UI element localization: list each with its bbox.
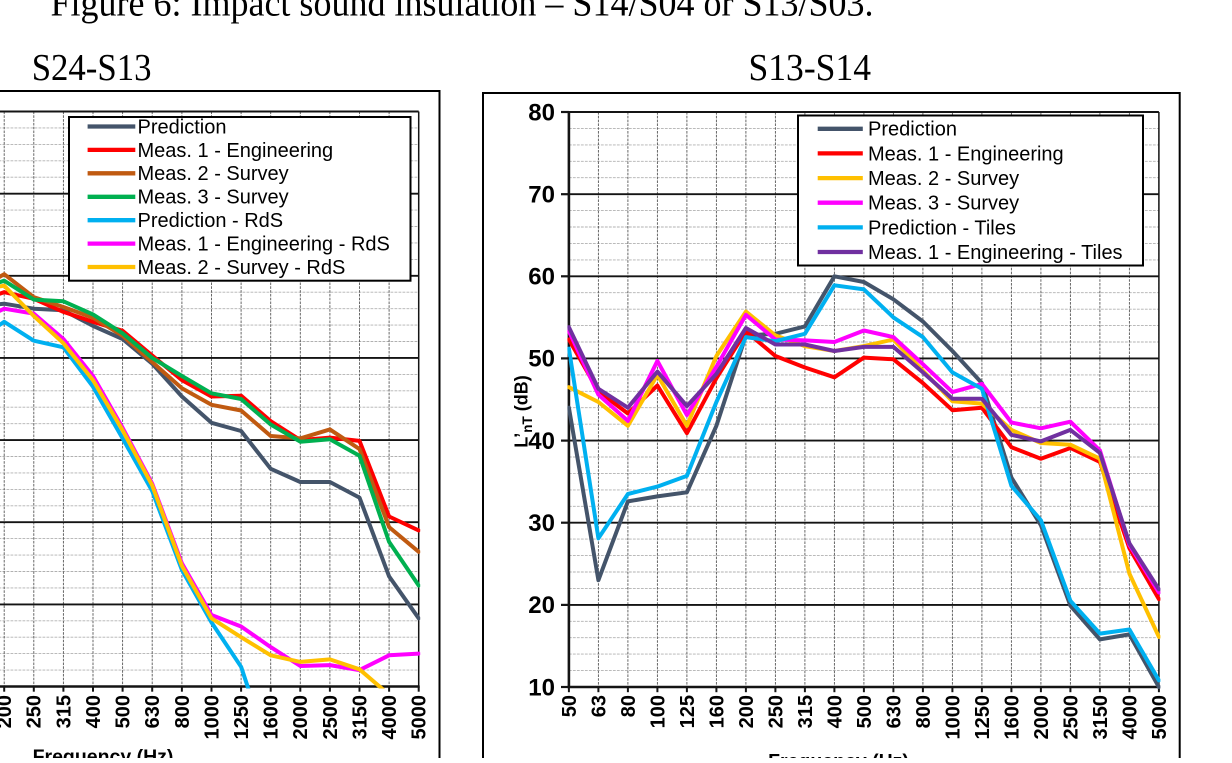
svg-text:500: 500	[113, 695, 135, 728]
svg-text:Frequency (Hz): Frequency (Hz)	[768, 751, 909, 759]
svg-text:S24-S13: S24-S13	[32, 47, 152, 89]
svg-text:630: 630	[142, 695, 164, 728]
svg-text:Meas. 1 - Engineering: Meas. 1 - Engineering	[868, 143, 1064, 165]
svg-text:1250: 1250	[972, 695, 994, 740]
svg-text:250: 250	[765, 695, 787, 728]
svg-text:S13-S14: S13-S14	[749, 47, 872, 89]
svg-text:63: 63	[588, 695, 610, 717]
svg-text:1000: 1000	[201, 695, 223, 740]
svg-text:1250: 1250	[231, 695, 253, 740]
svg-text:200: 200	[736, 695, 758, 728]
svg-text:Meas. 1 - Engineering - RdS: Meas. 1 - Engineering - RdS	[138, 234, 390, 256]
svg-text:400: 400	[824, 695, 846, 728]
svg-text:Meas. 1 - Engineering - Tiles: Meas. 1 - Engineering - Tiles	[868, 242, 1123, 264]
svg-text:2000: 2000	[290, 695, 312, 740]
svg-text:315: 315	[795, 695, 817, 728]
svg-text:Frequency (Hz): Frequency (Hz)	[33, 746, 174, 758]
svg-text:400: 400	[83, 695, 105, 728]
svg-text:2500: 2500	[1060, 695, 1082, 740]
svg-text:50: 50	[528, 346, 555, 373]
svg-text:800: 800	[172, 695, 194, 728]
svg-text:125: 125	[677, 695, 699, 728]
svg-text:70: 70	[528, 182, 555, 209]
svg-text:Figure 6: Impact sound insulat: Figure 6: Impact sound insulation – S14/…	[51, 0, 874, 24]
svg-text:80: 80	[618, 695, 640, 717]
svg-text:50: 50	[559, 695, 581, 717]
svg-text:Meas. 2 - Survey - RdS: Meas. 2 - Survey - RdS	[138, 257, 346, 279]
svg-text:60: 60	[528, 264, 555, 291]
svg-text:315: 315	[53, 695, 75, 728]
svg-text:5000: 5000	[409, 695, 431, 740]
svg-text:Prediction: Prediction	[868, 119, 957, 141]
svg-text:Meas. 3 - Survey: Meas. 3 - Survey	[138, 187, 289, 209]
svg-text:Prediction - Tiles: Prediction - Tiles	[868, 217, 1016, 239]
svg-text:500: 500	[854, 695, 876, 728]
svg-text:100: 100	[647, 695, 669, 728]
svg-text:3150: 3150	[349, 695, 371, 740]
svg-text:Meas. 1 - Engineering: Meas. 1 - Engineering	[138, 140, 334, 162]
svg-text:80: 80	[528, 99, 555, 126]
svg-text:250: 250	[24, 695, 46, 728]
svg-text:3150: 3150	[1090, 695, 1112, 740]
svg-text:2500: 2500	[320, 695, 342, 740]
svg-text:Meas. 2 - Survey: Meas. 2 - Survey	[868, 168, 1019, 190]
svg-text:200: 200	[0, 695, 16, 728]
svg-text:1600: 1600	[1001, 695, 1023, 740]
svg-text:20: 20	[528, 592, 555, 619]
svg-text:Prediction: Prediction	[138, 116, 227, 138]
svg-text:30: 30	[528, 510, 555, 537]
svg-text:10: 10	[528, 674, 555, 701]
svg-text:1600: 1600	[261, 695, 283, 740]
svg-text:L’nT (dB): L’nT (dB)	[512, 375, 536, 448]
svg-text:Meas. 3 - Survey: Meas. 3 - Survey	[868, 193, 1019, 215]
svg-text:5000: 5000	[1149, 695, 1171, 740]
svg-text:160: 160	[706, 695, 728, 728]
svg-text:Prediction - RdS: Prediction - RdS	[138, 210, 284, 232]
svg-text:4000: 4000	[379, 695, 401, 740]
svg-text:800: 800	[913, 695, 935, 728]
svg-text:630: 630	[883, 695, 905, 728]
svg-text:4000: 4000	[1119, 695, 1141, 740]
svg-text:2000: 2000	[1031, 695, 1053, 740]
svg-text:1000: 1000	[942, 695, 964, 740]
svg-text:Meas. 2 - Survey: Meas. 2 - Survey	[138, 163, 289, 185]
svg-text:40: 40	[528, 428, 555, 455]
